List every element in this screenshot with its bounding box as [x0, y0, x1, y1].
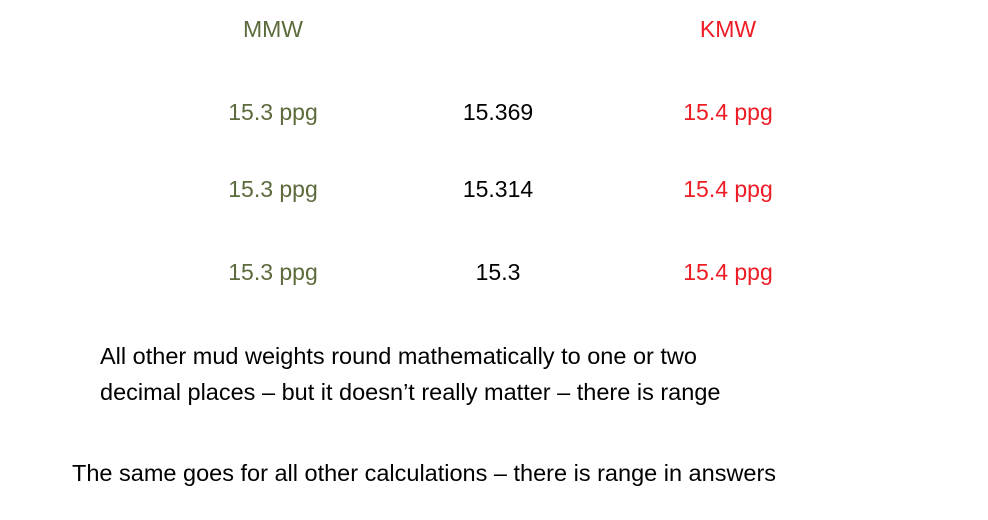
explanation-line-1: All other mud weights round mathematical… [100, 343, 697, 369]
explanation-paragraph: All other mud weights round mathematical… [100, 338, 720, 410]
kmw-value-1: 15.4 ppg [683, 99, 773, 125]
mmw-header: MMW [242, 16, 304, 42]
kmw-value-2: 15.4 ppg [683, 176, 773, 202]
mmw-value-1: 15.3 ppg [228, 99, 318, 125]
kmw-value-3: 15.4 ppg [683, 259, 773, 285]
footer-note: The same goes for all other calculations… [72, 460, 777, 486]
mmw-value-2: 15.3 ppg [228, 176, 318, 202]
calc-value-2: 15.314 [462, 176, 534, 202]
mmw-value-3: 15.3 ppg [228, 259, 318, 285]
kmw-header: KMW [699, 16, 757, 42]
explanation-line-2: decimal places – but it doesn’t really m… [100, 379, 721, 405]
calc-value-3: 15.3 [475, 259, 521, 285]
calc-value-1: 15.369 [462, 99, 534, 125]
